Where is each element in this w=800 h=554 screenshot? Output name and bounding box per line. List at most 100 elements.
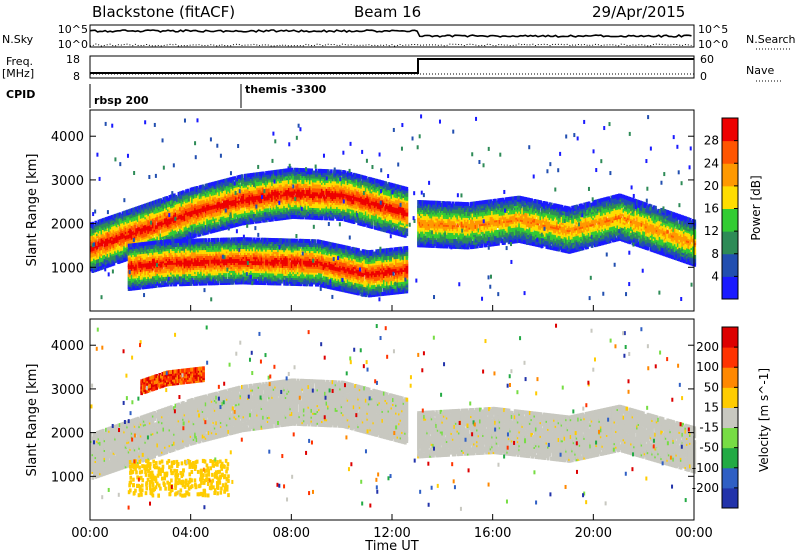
power-cell (135, 239, 138, 244)
cpid-panel: CPID rbsp 200 themis -3300 (6, 83, 327, 108)
power-cell (180, 214, 184, 219)
power-cell (120, 239, 123, 244)
power-cell (97, 259, 101, 264)
power-cell (182, 211, 185, 216)
power-cell (120, 229, 123, 234)
power-cell (234, 219, 238, 224)
power-cell (96, 259, 99, 264)
power-cell (192, 198, 196, 203)
power-cell (114, 213, 117, 218)
power-cell (147, 220, 150, 225)
power-cell (142, 231, 146, 236)
power-cell (194, 219, 197, 224)
power-cell (192, 190, 196, 195)
power-cell (109, 215, 113, 220)
power-cell (219, 203, 223, 208)
power-cell (225, 199, 229, 204)
nsky-panel: N.Sky 10^5 10^0 10^5 10^0 N.Search (2, 23, 796, 51)
power-cell (330, 169, 333, 174)
power-cell (138, 236, 141, 241)
power-cell (103, 258, 107, 263)
power-cell (231, 176, 235, 181)
power-cell (124, 241, 128, 246)
power-cell (209, 182, 212, 187)
power-cell (215, 180, 218, 185)
power-cell (108, 216, 111, 221)
power-cell (118, 259, 122, 264)
power-cell (148, 201, 152, 206)
power-cell (197, 195, 200, 200)
power-cell (231, 180, 235, 185)
power-cell (163, 196, 167, 201)
power-cell (129, 208, 132, 213)
power-cell (244, 211, 247, 216)
power-cell (210, 191, 214, 196)
power-cell (192, 186, 196, 191)
power-cell (103, 243, 107, 248)
power-cell (189, 232, 193, 237)
power-cell (111, 226, 114, 231)
power-cell (138, 231, 141, 236)
power-cell (233, 176, 237, 181)
power-cell (222, 178, 226, 183)
power-cell (147, 202, 150, 207)
power-cell (111, 232, 114, 237)
power-cell (93, 246, 96, 251)
power-cell (159, 208, 163, 213)
power-cell (233, 201, 237, 206)
nsky-right-tick-bottom: 10^0 (698, 38, 728, 51)
power-cell (200, 184, 203, 189)
power-cell (109, 225, 113, 230)
power-cell (154, 229, 158, 234)
power-cell (151, 200, 155, 205)
nsky-left-tick-bottom: 10^0 (58, 38, 88, 51)
power-cell (145, 208, 149, 213)
power-cell (90, 253, 93, 258)
power-cell (111, 214, 114, 219)
power-cell (165, 221, 169, 226)
power-cell (127, 209, 131, 214)
power-cell (118, 218, 122, 223)
freq-left-tick-bottom: 8 (73, 70, 80, 83)
power-cell (150, 213, 153, 218)
power-cell (206, 183, 209, 188)
power-cell (174, 200, 178, 205)
freq-right-tick-bottom: 0 (700, 70, 707, 83)
power-cell (194, 186, 197, 191)
power-cell (179, 195, 182, 200)
power-cell (135, 206, 138, 211)
power-cell (142, 203, 146, 208)
power-cell (215, 198, 218, 203)
freq-panel: Freq. [MHz] 18 8 60 0 Nave (2, 53, 782, 83)
power-cell (160, 211, 164, 216)
power-cell (139, 238, 143, 243)
power-cell (165, 196, 169, 201)
power-cell (148, 225, 152, 230)
power-cell (230, 176, 234, 181)
power-cell (159, 198, 163, 203)
power-cell (215, 188, 218, 193)
power-cell (130, 235, 134, 240)
power-cell (173, 203, 176, 208)
power-cell (207, 182, 211, 187)
power-cell (121, 211, 125, 216)
power-cell (174, 194, 178, 199)
power-cell (174, 204, 178, 209)
power-cell (405, 186, 409, 191)
power-cell (173, 219, 176, 224)
power-cell (112, 214, 116, 219)
power-cell (183, 191, 187, 196)
power-cell (204, 183, 208, 188)
power-cell (224, 200, 227, 205)
power-cell (244, 173, 247, 178)
power-cell (188, 211, 191, 216)
nsky-trace (89, 29, 692, 38)
power-cell (245, 218, 249, 223)
power-cell (142, 207, 146, 212)
power-cell (94, 265, 98, 270)
power-cell (102, 247, 105, 252)
power-cell (168, 236, 172, 241)
power-cell (144, 238, 147, 243)
power-cell (150, 201, 153, 206)
